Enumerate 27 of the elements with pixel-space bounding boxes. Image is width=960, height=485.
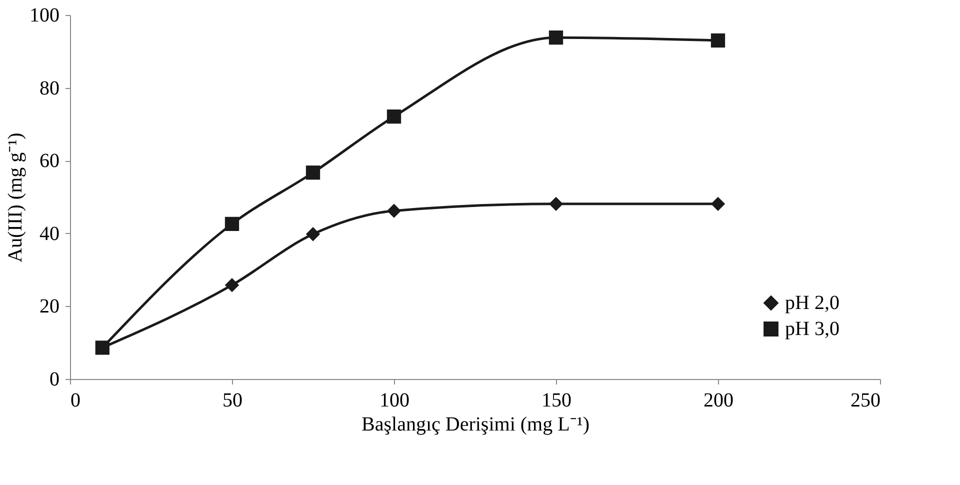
point (224, 216, 240, 232)
y-tick-label: 20 (40, 296, 60, 318)
point (95, 340, 110, 355)
point (548, 196, 564, 211)
y-tick-label: 60 (40, 150, 60, 172)
legend-label: pH 2,0 (785, 292, 840, 314)
x-axis-title: Başlangıç Derişimi (mg L⁻¹) (362, 414, 590, 436)
y-axis-title: Au(III) (mg g⁻¹) (4, 132, 26, 262)
point (710, 196, 726, 211)
point (386, 109, 402, 124)
point (306, 166, 320, 180)
point (710, 33, 726, 48)
y-tick-label: 40 (40, 222, 60, 245)
x-tick-label: 200 (704, 390, 734, 412)
y-tick-label: 100 (30, 4, 60, 26)
point (306, 227, 320, 242)
x-tick-label: 50 (222, 390, 242, 412)
x-tick-label: 0 (70, 390, 80, 412)
y-tick-label: 80 (40, 77, 60, 100)
point (224, 278, 240, 292)
x-tick-label: 150 (542, 390, 572, 412)
x-tick-label: 100 (380, 390, 410, 412)
point (386, 204, 402, 218)
x-tick-label: 250 (850, 390, 880, 412)
y-tick-label: 0 (50, 368, 60, 390)
legend-label: pH 3,0 (785, 318, 840, 340)
point (548, 30, 564, 45)
